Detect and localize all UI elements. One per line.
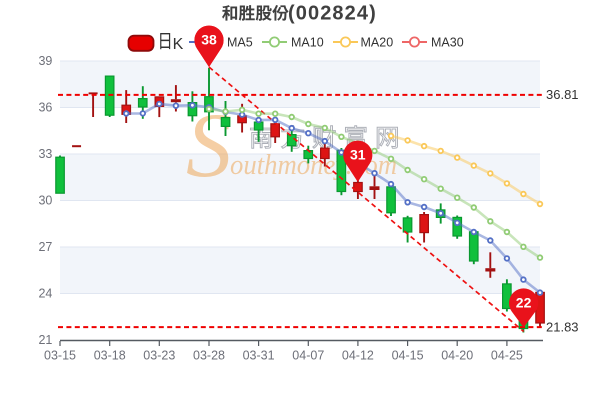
svg-text:21.83: 21.83 — [546, 319, 579, 334]
svg-text:03-31: 03-31 — [243, 348, 275, 362]
svg-text:04-15: 04-15 — [392, 348, 424, 362]
svg-text:39: 39 — [38, 54, 52, 68]
svg-text:04-25: 04-25 — [491, 348, 523, 362]
svg-text:30: 30 — [38, 193, 52, 207]
svg-text:03-23: 03-23 — [143, 348, 175, 362]
svg-text:K: K — [173, 36, 184, 53]
svg-text:33: 33 — [38, 147, 52, 161]
svg-text:36.81: 36.81 — [546, 87, 579, 102]
svg-text:36: 36 — [38, 100, 52, 114]
svg-text:04-12: 04-12 — [342, 348, 374, 362]
svg-text:03-28: 03-28 — [193, 348, 225, 362]
svg-text:27: 27 — [38, 240, 52, 254]
svg-text:38: 38 — [201, 32, 217, 48]
svg-text:03-18: 03-18 — [94, 348, 126, 362]
svg-text:24: 24 — [38, 286, 52, 300]
svg-text:MA20: MA20 — [361, 36, 394, 50]
svg-text:31: 31 — [350, 147, 366, 163]
svg-text:04-20: 04-20 — [441, 348, 473, 362]
svg-text:(002824): (002824) — [288, 3, 377, 25]
svg-text:MA30: MA30 — [431, 36, 464, 50]
svg-text:MA10: MA10 — [291, 36, 324, 50]
svg-text:22: 22 — [516, 295, 532, 311]
svg-text:03-15: 03-15 — [44, 348, 76, 362]
svg-text:21: 21 — [38, 333, 52, 347]
svg-text:MA5: MA5 — [227, 36, 253, 50]
svg-text:04-07: 04-07 — [292, 348, 324, 362]
